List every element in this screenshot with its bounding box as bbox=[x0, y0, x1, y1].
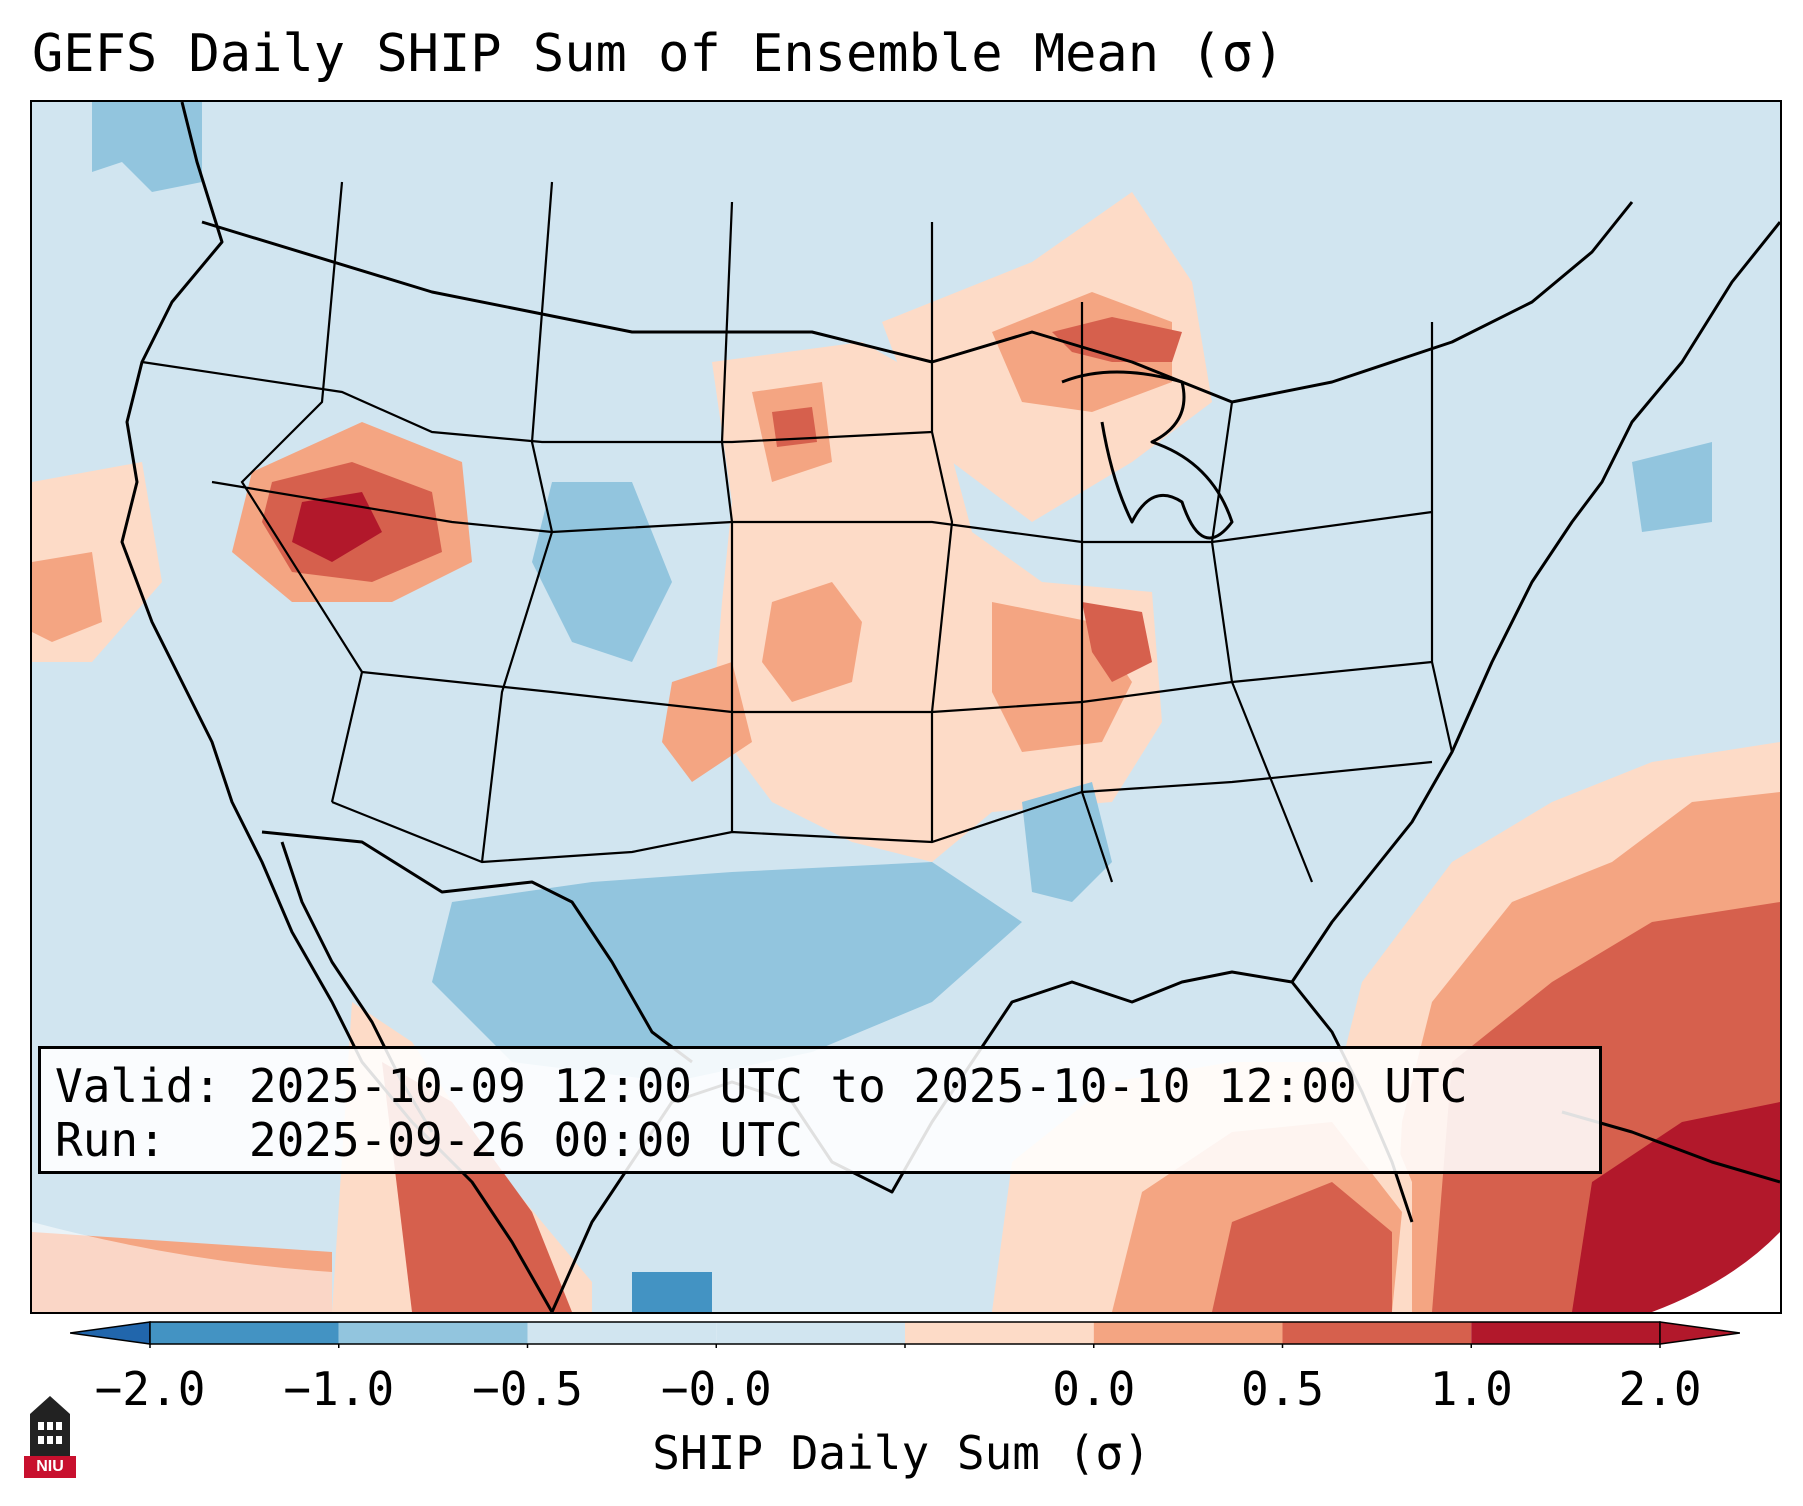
canada-border-line bbox=[201, 201, 1634, 404]
state-border-vertical-6 bbox=[1210, 401, 1314, 883]
mexico-border-line bbox=[261, 830, 693, 1064]
anomaly-region-sd-red bbox=[772, 407, 817, 447]
state-border-west bbox=[141, 360, 933, 444]
state-border-deep-south bbox=[331, 760, 1433, 864]
run-label: Run: bbox=[55, 1113, 166, 1167]
niu-logo-text: NIU bbox=[36, 1458, 64, 1475]
colorbar-under-arrow bbox=[70, 1321, 151, 1345]
chart-title: GEFS Daily SHIP Sum of Ensemble Mean (σ) bbox=[32, 24, 1285, 84]
anomaly-region-westcoast-salmon bbox=[32, 552, 102, 642]
colorbar-segment bbox=[527, 1322, 717, 1344]
anomaly-region-bottom-blue bbox=[632, 1272, 712, 1312]
colorbar-segment bbox=[1282, 1322, 1472, 1344]
anomaly-region-texas-blue bbox=[432, 862, 1022, 1082]
projection-edge-right bbox=[1652, 1232, 1780, 1312]
colorbar bbox=[70, 1321, 1740, 1348]
niu-logo-icon bbox=[24, 1396, 76, 1478]
anomaly-region-caribbean-darkred bbox=[1572, 1102, 1780, 1312]
state-border-vertical-7 bbox=[1430, 322, 1454, 753]
state-border-vertical-1 bbox=[240, 181, 364, 803]
anomaly-region-plains-salmon bbox=[762, 582, 862, 702]
colorbar-tick-label: 0.5 bbox=[1240, 1362, 1325, 1416]
state-border-layer bbox=[141, 181, 1454, 883]
anomaly-region-bc-blue bbox=[92, 102, 202, 192]
florida-line bbox=[1290, 221, 1780, 983]
colorbar-over-arrow bbox=[1659, 1321, 1740, 1345]
colorbar-tick-label: −1.0 bbox=[283, 1362, 395, 1416]
valid-value: 2025-10-09 12:00 UTC to 2025-10-10 12:00… bbox=[248, 1059, 1468, 1113]
great-lakes-line bbox=[1061, 370, 1234, 540]
run-row: Run: 2025-09-26 00:00 UTC bbox=[55, 1113, 1585, 1167]
state-border-vertical-5 bbox=[1080, 302, 1114, 883]
niu-logo: NIU bbox=[20, 1390, 80, 1482]
colorbar-tick-label: 2.0 bbox=[1618, 1362, 1702, 1416]
colorbar-tick-label: 0.0 bbox=[1052, 1362, 1136, 1416]
valid-run-info-box: Valid: 2025-10-09 12:00 UTC to 2025-10-1… bbox=[38, 1046, 1602, 1174]
colorbar-segment bbox=[1471, 1322, 1660, 1344]
colorbar-tick-label: −0.5 bbox=[472, 1362, 583, 1416]
anomaly-region-nm-salmon bbox=[662, 662, 752, 782]
anomaly-region-superior-red bbox=[1052, 317, 1182, 362]
colorbar-tick-label: 1.0 bbox=[1429, 1362, 1513, 1416]
state-border-vertical-2 bbox=[480, 181, 554, 863]
state-border-vertical-4 bbox=[930, 222, 954, 842]
valid-row: Valid: 2025-10-09 12:00 UTC to 2025-10-1… bbox=[55, 1059, 1585, 1113]
anomaly-region-basin-darkred bbox=[292, 492, 382, 562]
colorbar-label: SHIP Daily Sum (σ) bbox=[652, 1426, 1151, 1480]
run-value: 2025-09-26 00:00 UTC bbox=[248, 1113, 803, 1167]
anomaly-region-illinois-red bbox=[1082, 602, 1152, 682]
valid-label: Valid: bbox=[55, 1059, 222, 1113]
colorbar-segment bbox=[338, 1322, 528, 1344]
colorbar-segment bbox=[150, 1322, 339, 1344]
state-border-central bbox=[211, 480, 1433, 544]
colorbar-segment bbox=[716, 1322, 905, 1344]
colorbar-tick-labels: −2.0 −1.0 −0.5 −0.0 0.0 0.5 1.0 2.0 bbox=[0, 1362, 1803, 1422]
anomaly-region-atlantic-blue bbox=[1632, 442, 1712, 532]
colorbar-tick-label: −2.0 bbox=[94, 1362, 206, 1416]
colorbar-segment bbox=[1093, 1322, 1283, 1344]
anomaly-region-colorado-blue bbox=[532, 482, 672, 662]
colorbar-segments bbox=[149, 1321, 1661, 1348]
anomaly-region-gulf-red bbox=[1212, 1182, 1392, 1312]
colorbar-segment bbox=[905, 1322, 1094, 1344]
state-border-vertical-3 bbox=[720, 201, 734, 832]
colorbar-tick-label: −0.0 bbox=[660, 1362, 772, 1416]
projection-edge-left bbox=[32, 1222, 332, 1312]
